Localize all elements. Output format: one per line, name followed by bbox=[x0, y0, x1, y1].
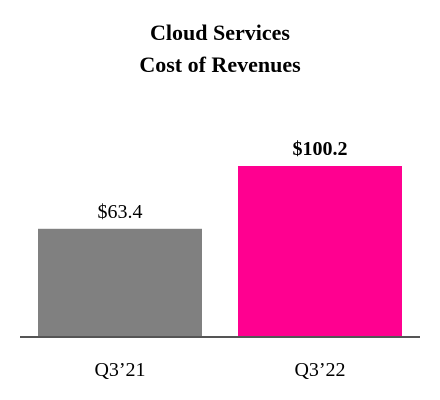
chart-title-line-1: Cloud Services bbox=[150, 20, 290, 45]
bar-1 bbox=[38, 228, 202, 337]
data-label-2: $100.2 bbox=[293, 138, 348, 160]
chart-title-line-2: Cost of Revenues bbox=[139, 52, 301, 77]
chart-title: Cloud Services Cost of Revenues bbox=[139, 20, 301, 77]
bar-2 bbox=[238, 166, 402, 337]
data-labels-group: $63.4 $100.2 bbox=[98, 138, 348, 223]
bars-group bbox=[38, 166, 402, 337]
x-tick-labels-group: Q3’21 Q3’22 bbox=[94, 359, 345, 381]
x-tick-label-1: Q3’21 bbox=[94, 359, 145, 381]
data-label-1: $63.4 bbox=[98, 201, 143, 223]
x-tick-label-2: Q3’22 bbox=[294, 359, 345, 381]
